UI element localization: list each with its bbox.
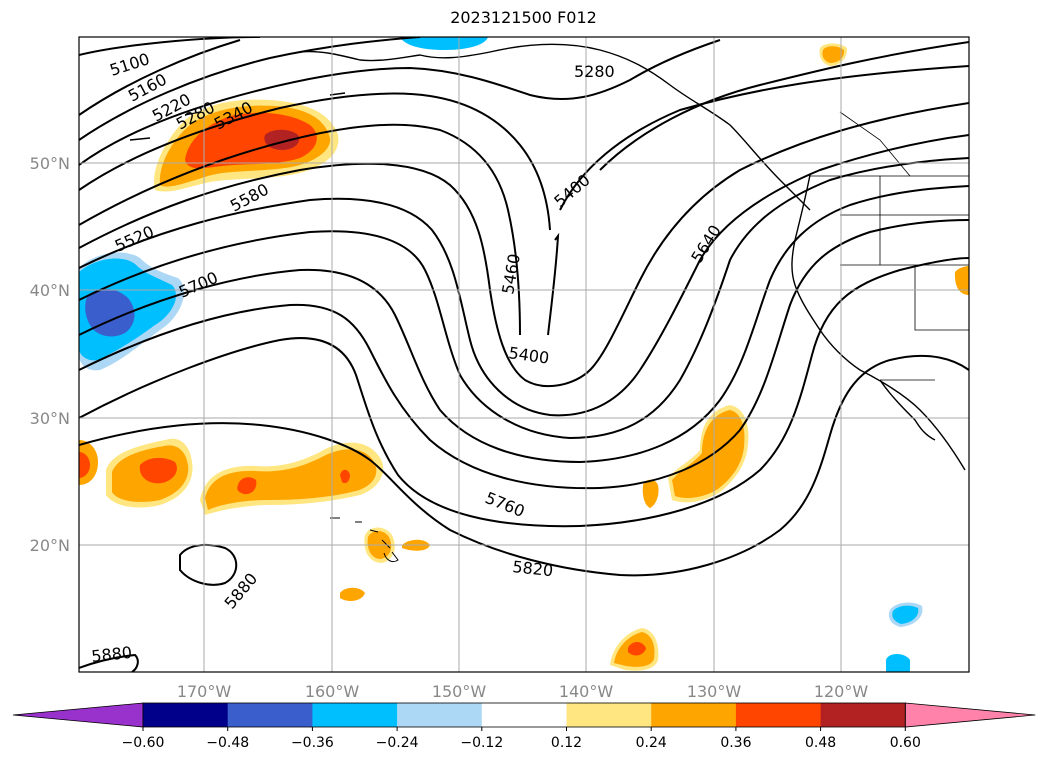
lon-label-130w: 130°W <box>687 682 742 701</box>
colorbar-tick-label: 0.12 <box>551 735 582 751</box>
contour-5880-mid: 5880 <box>221 569 262 612</box>
contour-5880-sw: 5880 <box>90 643 132 666</box>
colorbar-tick-label: −0.36 <box>291 735 334 751</box>
colorbar-segment <box>566 703 652 727</box>
contour-5640: 5640 <box>687 222 725 267</box>
lon-label-150w: 150°W <box>432 682 487 701</box>
colorbar-segment <box>312 703 398 727</box>
state-borders <box>810 111 969 381</box>
colorbar-tick-label: 0.24 <box>636 735 667 751</box>
colorbar-tick-label: −0.48 <box>206 735 249 751</box>
coastline-baja <box>879 379 936 441</box>
lat-label-40n: 40°N <box>30 281 70 300</box>
lon-label-120w: 120°W <box>814 682 869 701</box>
lat-label-30n: 30°N <box>30 409 70 428</box>
colorbar-tick-label: −0.24 <box>376 735 419 751</box>
colorbar-segment <box>143 703 229 727</box>
longitude-labels: 170°W 160°W 150°W 140°W 130°W 120°W <box>177 682 869 701</box>
contour-5400-north: 5400 <box>550 170 593 211</box>
contour-5760: 5760 <box>483 488 528 521</box>
map-frame <box>78 36 970 673</box>
lon-label-160w: 160°W <box>305 682 360 701</box>
contour-5700: 5700 <box>176 268 221 302</box>
colorbar-tick-label: 0.48 <box>805 735 836 751</box>
colorbar-outline <box>142 702 906 728</box>
contour-5820: 5820 <box>512 557 554 580</box>
lon-label-170w: 170°W <box>177 682 232 701</box>
contour-5400-south: 5400 <box>507 343 550 367</box>
colorbar-segment <box>820 703 906 727</box>
coastline-alaska <box>299 43 811 211</box>
colorbar: −0.60 −0.48 −0.36 −0.24 −0.12 0.12 0.24 0.36 0.4… <box>12 702 1036 751</box>
colorbar-tick-label: −0.60 <box>122 735 165 751</box>
colorbar-segment <box>397 703 483 727</box>
colorbar-segment <box>651 703 737 727</box>
colorbar-extend-high <box>904 702 1036 728</box>
lat-label-20n: 20°N <box>30 536 70 555</box>
height-contours <box>79 37 969 672</box>
colorbar-tick-label: 0.36 <box>720 735 751 751</box>
map-title: 2023121500 F012 <box>450 8 597 27</box>
contour-5520: 5520 <box>112 222 157 256</box>
colorbar-segment <box>481 703 567 727</box>
coastline-north-america <box>791 174 966 471</box>
contour-5460: 5460 <box>498 252 524 295</box>
colorbar-segment <box>735 703 822 727</box>
contour-5100: 5100 <box>107 49 152 80</box>
latitude-labels: 50°N 40°N 30°N 20°N <box>30 154 70 555</box>
lon-label-140w: 140°W <box>559 682 614 701</box>
colorbar-extend-low <box>12 702 144 728</box>
hawaii-islands <box>330 517 399 563</box>
colorbar-segment <box>227 703 313 727</box>
colorbar-tick-label: −0.12 <box>460 735 503 751</box>
graticule <box>79 37 969 672</box>
colorbar-tick-label: 0.60 <box>890 735 921 751</box>
lat-label-50n: 50°N <box>30 154 70 173</box>
contour-5280-east: 5280 <box>574 62 615 81</box>
